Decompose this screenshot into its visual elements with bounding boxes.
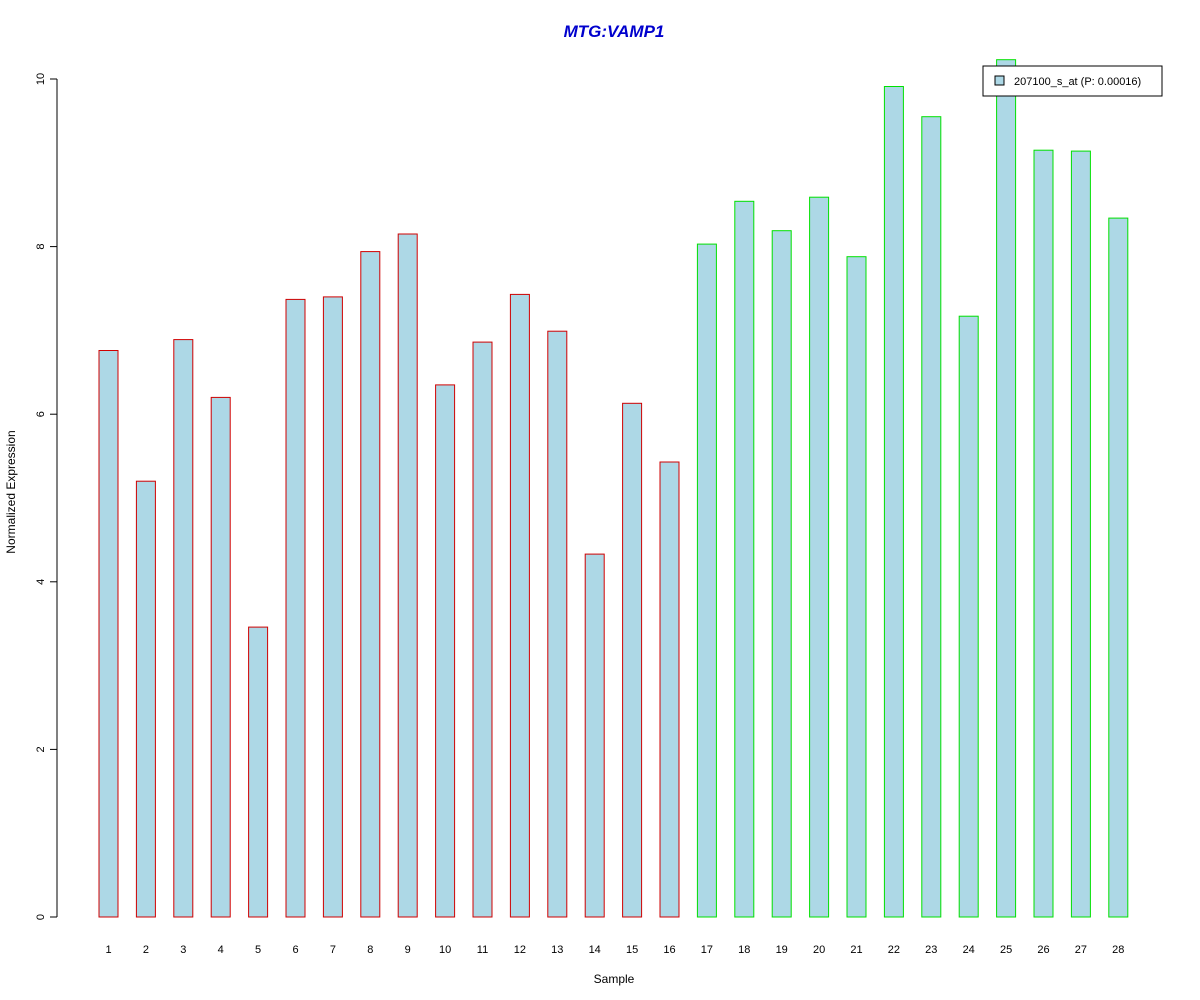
bar	[248, 626, 269, 918]
x-tick-label: 6	[292, 944, 298, 956]
x-axis-labels: 1 2 3 4 5 6 7 8 9 10 11 12 13 14 15 16 17 18 19 20 21 22 23 24 2…	[105, 944, 1124, 956]
bar	[173, 339, 194, 918]
x-tick-label: 26	[1037, 944, 1049, 956]
x-tick-label: 3	[180, 944, 186, 956]
x-axis-title: Sample	[594, 972, 635, 986]
bar	[622, 402, 643, 918]
bar	[846, 256, 867, 918]
bars	[98, 59, 1129, 918]
x-tick-label: 5	[255, 944, 261, 956]
bar	[360, 251, 381, 918]
x-tick-label: 12	[514, 944, 526, 956]
x-tick-label: 27	[1075, 944, 1087, 956]
bar	[584, 553, 605, 918]
legend-box	[982, 65, 1163, 97]
x-tick-label: 9	[405, 944, 411, 956]
bar	[210, 396, 231, 918]
x-tick-label: 21	[850, 944, 862, 956]
y-tick-label: 0	[35, 914, 47, 920]
x-tick-label: 23	[925, 944, 937, 956]
bar	[98, 350, 119, 918]
y-axis: 0 2 4 6 8 10	[35, 73, 58, 920]
y-tick-label: 6	[35, 411, 47, 417]
bar	[771, 230, 792, 918]
x-tick-label: 8	[367, 944, 373, 956]
bar	[547, 330, 568, 918]
bar	[958, 315, 979, 918]
legend-label: 207100_s_at (P: 0.00016)	[1014, 76, 1141, 88]
bar	[996, 59, 1017, 918]
bar	[809, 196, 830, 918]
bar	[435, 384, 456, 918]
x-tick-label: 11	[477, 944, 488, 956]
x-tick-label: 18	[738, 944, 750, 956]
x-tick-label: 15	[626, 944, 638, 956]
x-tick-label: 13	[551, 944, 563, 956]
x-tick-label: 2	[143, 944, 149, 956]
bar	[509, 293, 530, 918]
bar	[921, 116, 942, 918]
x-tick-label: 1	[105, 944, 111, 956]
legend-swatch	[994, 75, 1005, 86]
x-tick-label: 24	[963, 944, 975, 956]
x-tick-label: 19	[776, 944, 788, 956]
bar	[285, 298, 306, 918]
x-tick-label: 17	[701, 944, 713, 956]
x-tick-label: 25	[1000, 944, 1012, 956]
y-tick-label: 8	[35, 244, 47, 250]
bar	[1033, 149, 1054, 918]
y-axis-title: Normalized Expression	[4, 430, 18, 553]
y-tick-label: 4	[35, 579, 47, 585]
chart-title: MTG:VAMP1	[564, 22, 665, 41]
bar	[1070, 150, 1091, 918]
bar	[659, 461, 680, 918]
x-tick-label: 28	[1112, 944, 1124, 956]
y-tick-label: 10	[35, 73, 47, 85]
x-tick-label: 20	[813, 944, 825, 956]
legend: 207100_s_at (P: 0.00016)	[982, 65, 1163, 97]
bar	[883, 86, 904, 918]
x-tick-label: 7	[330, 944, 336, 956]
bar	[135, 480, 156, 918]
x-tick-label: 10	[439, 944, 451, 956]
bar	[322, 296, 343, 918]
x-tick-label: 16	[663, 944, 675, 956]
y-tick-label: 2	[35, 746, 47, 752]
x-tick-label: 4	[218, 944, 224, 956]
bar	[734, 200, 755, 918]
x-tick-label: 14	[589, 944, 601, 956]
bar	[696, 243, 717, 918]
bar	[1108, 217, 1129, 918]
bar	[472, 341, 493, 918]
x-tick-label: 22	[888, 944, 900, 956]
bar	[397, 233, 418, 918]
